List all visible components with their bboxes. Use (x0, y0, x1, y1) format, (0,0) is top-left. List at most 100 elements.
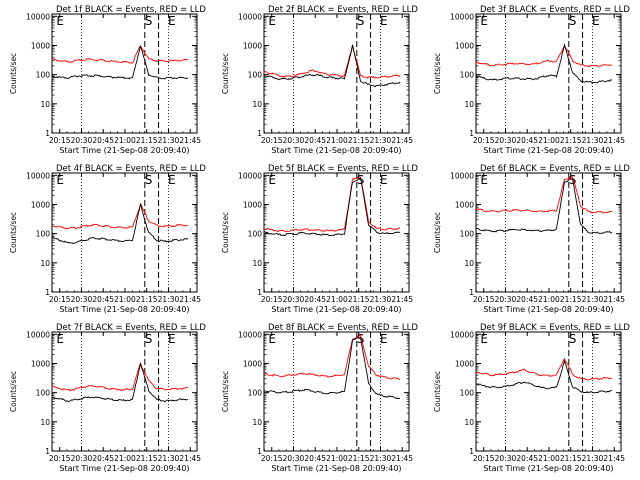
panel-5: Det 5f BLACK = Events, RED = LLD 1 10 100 10… (221, 164, 418, 314)
y-tick-label: 10000 (26, 171, 50, 180)
events-series-line (264, 336, 401, 400)
y-tick-label: 1000 (243, 41, 262, 50)
y-tick-label: 100 (248, 71, 263, 80)
y-tick-label: 1000 (31, 359, 50, 368)
marker-label: E (480, 173, 488, 187)
x-axis-label: Start Time (21-Sep-08 20:09:40) (59, 464, 189, 473)
panel-title: Det 1f BLACK = Events, RED = LLD (56, 5, 206, 15)
y-tick-label: 100 (248, 389, 263, 398)
y-axis-label: Counts/sec (433, 371, 442, 412)
x-tick-label: 20:30 (71, 454, 93, 463)
panel-2: Det 2f BLACK = Events, RED = LLD 1 10 100 10… (221, 5, 418, 155)
y-tick-label: 100 (460, 389, 475, 398)
x-tick-label: 20:15 (473, 454, 495, 463)
y-axis-label: Counts/sec (221, 53, 230, 94)
marker-label: E (268, 14, 276, 28)
x-tick-label: 21:30 (158, 454, 180, 463)
y-tick-label: 10000 (450, 12, 474, 21)
y-axis-label: Counts/sec (433, 212, 442, 253)
x-axis-label: Start Time (21-Sep-08 20:09:40) (59, 146, 189, 155)
plot-frame (263, 13, 410, 134)
panel-title: Det 6f BLACK = Events, RED = LLD (480, 164, 630, 174)
y-axis-label: Counts/sec (433, 53, 442, 94)
x-tick-label: 21:15 (560, 295, 582, 304)
marker-label: S (145, 332, 153, 346)
y-tick-label: 1 (257, 288, 262, 297)
marker-label: E (592, 173, 600, 187)
x-tick-label: 20:30 (71, 295, 93, 304)
panel-7: Det 7f BLACK = Events, RED = LLD 1 10 100 10… (9, 323, 206, 473)
x-tick-label: 21:30 (370, 454, 392, 463)
x-tick-label: 20:45 (516, 454, 538, 463)
plot-frame (475, 172, 622, 293)
lld-series-line (52, 202, 188, 230)
marker-label: E (592, 14, 600, 28)
marker-label: E (480, 332, 488, 346)
panel-title: Det 4f BLACK = Events, RED = LLD (56, 164, 206, 174)
y-tick-label: 10000 (26, 330, 50, 339)
x-axis-label: Start Time (21-Sep-08 20:09:40) (271, 464, 401, 473)
x-tick-label: 20:30 (495, 454, 517, 463)
y-tick-label: 10 (252, 259, 262, 268)
marker-label: S (145, 173, 153, 187)
marker-label: E (168, 14, 176, 28)
x-tick-label: 21:15 (136, 454, 158, 463)
x-tick-label: 21:00 (326, 136, 348, 145)
x-tick-label: 20:15 (473, 295, 495, 304)
lld-series-line (52, 361, 189, 392)
marker-label: S (569, 332, 577, 346)
marker-label: E (56, 173, 64, 187)
lld-series-line (476, 357, 613, 381)
plot-frame (51, 172, 198, 293)
x-tick-label: 21:45 (179, 454, 201, 463)
y-tick-label: 1000 (455, 359, 474, 368)
marker-label: E (592, 332, 600, 346)
x-tick-label: 20:45 (304, 136, 326, 145)
marker-label: E (56, 332, 64, 346)
x-tick-label: 21:00 (114, 454, 136, 463)
x-tick-label: 20:30 (71, 136, 93, 145)
y-tick-label: 100 (36, 230, 51, 239)
marker-label: E (168, 332, 176, 346)
x-tick-label: 20:15 (261, 136, 283, 145)
y-tick-label: 1 (469, 129, 474, 138)
x-tick-label: 21:15 (560, 136, 582, 145)
y-tick-label: 1000 (455, 200, 474, 209)
y-axis-label: Counts/sec (9, 371, 18, 412)
y-tick-label: 100 (248, 230, 263, 239)
events-series-line (476, 178, 613, 235)
x-tick-label: 20:45 (304, 454, 326, 463)
y-tick-label: 1 (45, 447, 50, 456)
panel-4: Det 4f BLACK = Events, RED = LLD 1 10 100 10… (9, 164, 206, 314)
y-tick-label: 1 (45, 288, 50, 297)
x-tick-label: 21:45 (391, 136, 413, 145)
y-tick-label: 10000 (450, 330, 474, 339)
x-tick-label: 21:30 (582, 454, 604, 463)
y-tick-label: 10 (252, 100, 262, 109)
x-tick-label: 21:00 (326, 295, 348, 304)
marker-label: E (268, 173, 276, 187)
x-tick-label: 20:15 (261, 454, 283, 463)
y-tick-label: 10000 (450, 171, 474, 180)
y-tick-label: 10 (40, 259, 50, 268)
events-series-line (264, 44, 401, 88)
panel-title: Det 2f BLACK = Events, RED = LLD (268, 5, 418, 15)
lld-series-line (264, 334, 401, 381)
y-tick-label: 100 (36, 389, 51, 398)
x-tick-label: 21:45 (391, 295, 413, 304)
lld-series-line (52, 45, 189, 64)
y-tick-label: 100 (460, 230, 475, 239)
x-tick-label: 21:15 (136, 295, 158, 304)
plot-frame (475, 13, 622, 134)
y-tick-label: 10000 (238, 171, 262, 180)
x-tick-label: 21:00 (326, 454, 348, 463)
x-tick-label: 20:30 (283, 454, 305, 463)
x-tick-label: 21:30 (582, 295, 604, 304)
lld-series-line (476, 44, 613, 68)
x-tick-label: 21:30 (158, 136, 180, 145)
x-tick-label: 21:30 (158, 295, 180, 304)
marker-label: E (56, 14, 64, 28)
x-tick-label: 21:00 (538, 136, 560, 145)
events-series-line (52, 44, 189, 80)
y-tick-label: 1 (469, 288, 474, 297)
